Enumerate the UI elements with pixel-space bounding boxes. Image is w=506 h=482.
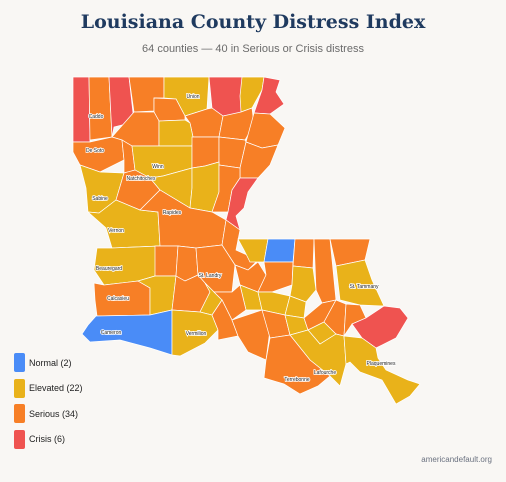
county-bossier[interactable] <box>88 76 113 141</box>
county-east-carroll[interactable] <box>253 76 285 115</box>
county-label-rapides: Rapides <box>163 210 182 216</box>
county-label-vermilion: Vermilion <box>186 331 207 337</box>
county-tensas[interactable] <box>239 141 279 179</box>
county-label-vernon: Vernon <box>108 228 124 234</box>
legend-item-serious: Serious (34) <box>14 401 83 427</box>
county-labels: Union Caddo De Soto Winn Natchitoches Sabine R… <box>85 93 397 384</box>
legend-label-elevated: Elevated (22) <box>29 383 83 394</box>
legend-item-crisis: Crisis (6) <box>14 427 83 453</box>
county-label-beauregard: Beauregard <box>96 266 122 272</box>
county-label-winn: Winn <box>152 164 164 170</box>
county-vermilion[interactable] <box>171 309 219 357</box>
county-west-feliciana[interactable] <box>237 238 269 263</box>
legend-label-serious: Serious (34) <box>29 408 79 419</box>
legend-swatch-serious <box>14 404 25 424</box>
legend-item-elevated: Elevated (22) <box>14 376 83 402</box>
county-st-tammany[interactable] <box>335 259 385 307</box>
map-legend: Normal (2) Elevated (22) Serious (34) Cr… <box>14 350 83 452</box>
county-label-plaquemines: Plaquemines <box>367 361 396 367</box>
legend-label-normal: Normal (2) <box>29 357 72 368</box>
county-label-sabine: Sabine <box>92 196 108 202</box>
county-group <box>72 76 421 405</box>
county-label-terrebonne: Terrebonne <box>284 377 310 383</box>
county-east-feliciana[interactable] <box>263 238 296 263</box>
county-label-caddo: Caddo <box>89 114 104 120</box>
county-livingston[interactable] <box>289 265 317 303</box>
county-cameron[interactable] <box>81 309 173 356</box>
county-terrebonne[interactable] <box>263 334 331 395</box>
legend-swatch-normal <box>14 353 25 373</box>
legend-swatch-crisis <box>14 429 25 449</box>
legend-label-crisis: Crisis (6) <box>29 434 65 445</box>
county-label-calcasieu: Calcasieu <box>107 296 129 302</box>
county-evangeline[interactable] <box>175 245 199 282</box>
county-label-natchitoches: Natchitoches <box>127 176 156 182</box>
county-caddo[interactable] <box>72 76 91 143</box>
county-plaquemines[interactable] <box>343 335 421 405</box>
county-label-de-soto: De Soto <box>86 148 104 154</box>
map-subtitle: 64 counties — 40 in Serious or Crisis di… <box>142 43 364 55</box>
legend-swatch-elevated <box>14 378 25 398</box>
county-label-st-landry: St. Landry <box>199 273 222 279</box>
legend-item-normal: Normal (2) <box>14 350 83 376</box>
county-label-lafourche: Lafourche <box>314 370 336 376</box>
county-label-union: Union <box>186 94 199 100</box>
county-concordia[interactable] <box>225 177 259 231</box>
map-title: Louisiana County Distress Index <box>80 11 426 33</box>
county-allen[interactable] <box>154 245 179 277</box>
source-credit: americandefault.org <box>421 455 492 464</box>
county-label-cameron: Cameron <box>101 330 122 336</box>
county-st-helena[interactable] <box>292 238 315 269</box>
county-jackson[interactable] <box>158 119 194 147</box>
county-label-st-tammany: St. Tammany <box>349 284 379 290</box>
